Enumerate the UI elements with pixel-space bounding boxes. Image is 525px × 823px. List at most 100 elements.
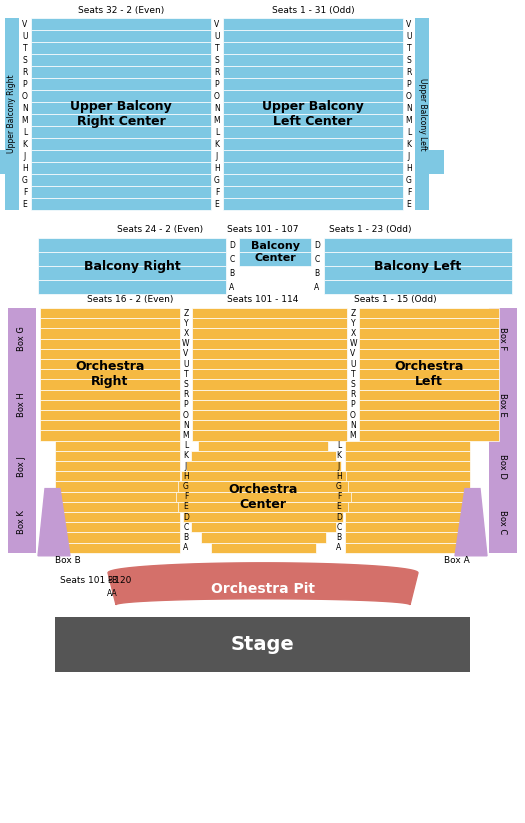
Text: D: D (183, 513, 189, 522)
Text: N: N (214, 104, 220, 113)
Bar (359, 308, 499, 319)
Text: K: K (337, 451, 341, 460)
Bar (31, 30, 211, 42)
Bar (31, 102, 211, 114)
Bar (223, 114, 403, 126)
Bar (55, 481, 180, 491)
Text: O: O (406, 91, 412, 100)
Text: R: R (183, 390, 188, 399)
Text: T: T (407, 44, 411, 53)
Text: Balcony Right: Balcony Right (83, 259, 181, 272)
Text: B: B (314, 268, 320, 277)
Bar (40, 370, 180, 379)
Bar (223, 42, 403, 54)
Text: L: L (23, 128, 27, 137)
Text: Box C: Box C (499, 510, 508, 534)
Text: N: N (183, 421, 189, 430)
Bar (55, 616, 470, 672)
Bar (198, 440, 328, 451)
Text: B: B (337, 533, 342, 542)
Bar (192, 349, 347, 359)
Text: N: N (406, 104, 412, 113)
Bar (31, 174, 211, 186)
Text: J: J (338, 462, 340, 471)
Text: G: G (22, 175, 28, 184)
Bar (223, 18, 403, 30)
Text: B: B (183, 533, 188, 542)
Bar (55, 461, 180, 472)
Bar (324, 280, 512, 294)
Bar (38, 266, 226, 280)
Text: D: D (314, 240, 320, 249)
Text: A: A (314, 282, 320, 291)
Text: F: F (407, 188, 411, 197)
Text: R: R (350, 390, 356, 399)
Text: E: E (215, 199, 219, 208)
Text: O: O (22, 91, 28, 100)
Bar (8, 491, 36, 553)
Text: Orchestra
Right: Orchestra Right (75, 360, 145, 388)
Text: P: P (215, 80, 219, 89)
Bar (345, 472, 470, 481)
Text: S: S (351, 380, 355, 389)
Text: Box H: Box H (17, 393, 26, 417)
Text: F: F (184, 492, 188, 501)
Text: Balcony
Center: Balcony Center (250, 241, 299, 263)
Bar (223, 198, 403, 210)
Bar (192, 328, 347, 338)
Text: V: V (183, 350, 188, 358)
Bar (40, 308, 180, 319)
Bar (223, 66, 403, 78)
Text: Seats 1 - 23 (Odd): Seats 1 - 23 (Odd) (329, 225, 411, 234)
Text: S: S (407, 55, 412, 64)
Bar (489, 370, 517, 440)
Text: V: V (406, 20, 412, 29)
Bar (183, 512, 343, 523)
Text: BB: BB (108, 576, 118, 585)
Text: J: J (216, 151, 218, 160)
Text: M: M (350, 431, 356, 440)
Text: E: E (407, 199, 412, 208)
Text: T: T (184, 370, 188, 379)
Text: Upper Balcony
Right Center: Upper Balcony Right Center (70, 100, 172, 128)
Text: Seats 1 - 15 (Odd): Seats 1 - 15 (Odd) (354, 295, 436, 304)
Text: J: J (24, 151, 26, 160)
Text: X: X (350, 329, 355, 338)
Text: Upper Balcony Left: Upper Balcony Left (417, 77, 426, 151)
Bar (181, 472, 345, 481)
Bar (345, 451, 470, 461)
Bar (31, 90, 211, 102)
Text: F: F (23, 188, 27, 197)
Bar (223, 78, 403, 90)
Text: Seats 101 - 114: Seats 101 - 114 (227, 295, 299, 304)
Text: E: E (184, 502, 188, 511)
Bar (31, 42, 211, 54)
Bar (55, 491, 180, 502)
Text: C: C (229, 254, 235, 263)
Bar (359, 338, 499, 349)
Text: T: T (23, 44, 27, 53)
Bar (178, 481, 348, 491)
Text: X: X (183, 329, 188, 338)
Text: H: H (22, 164, 28, 173)
Bar (5, 18, 19, 210)
Bar (55, 440, 180, 451)
Bar (429, 150, 444, 174)
Bar (192, 400, 347, 410)
Bar (31, 66, 211, 78)
Bar (55, 502, 180, 512)
Bar (31, 150, 211, 162)
Bar (55, 451, 180, 461)
Text: V: V (23, 20, 28, 29)
Bar (359, 410, 499, 421)
Bar (40, 389, 180, 400)
Text: S: S (215, 55, 219, 64)
Bar (191, 523, 335, 532)
Text: Box D: Box D (499, 453, 508, 478)
Bar (359, 421, 499, 430)
Text: G: G (183, 482, 189, 491)
Bar (38, 252, 226, 266)
Bar (40, 400, 180, 410)
Text: Y: Y (351, 319, 355, 328)
Bar (359, 319, 499, 328)
